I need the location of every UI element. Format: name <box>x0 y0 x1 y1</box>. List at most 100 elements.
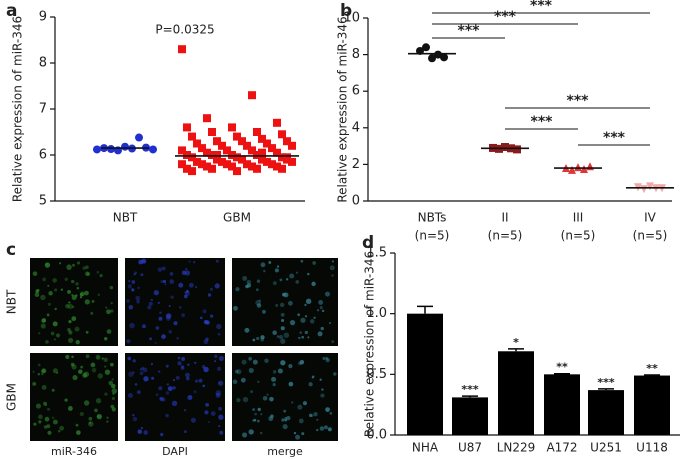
cell-signal <box>183 408 187 412</box>
error-bar <box>417 305 433 314</box>
cell-signal <box>37 363 41 367</box>
cell-signal <box>53 338 56 341</box>
cell-signal <box>155 326 160 330</box>
cell-signal <box>41 318 47 323</box>
significance: *** <box>597 376 615 389</box>
cell-signal <box>328 321 332 325</box>
cell-signal <box>79 296 83 299</box>
cell-signal <box>57 429 61 433</box>
data-point <box>253 128 261 136</box>
panel-letter: c <box>6 240 16 260</box>
y-tick-label: 0.0 <box>366 428 387 443</box>
cell-signal <box>218 356 224 361</box>
cell-signal <box>316 418 319 421</box>
cell-signal <box>193 390 197 394</box>
cell-signal <box>65 354 70 359</box>
cell-signal <box>76 261 81 265</box>
cell-signal <box>160 280 164 283</box>
cell-signal <box>97 415 100 418</box>
cell-signal <box>244 327 250 333</box>
cell-signal <box>80 291 85 297</box>
cell-signal <box>172 386 176 390</box>
cell-signal <box>64 398 68 402</box>
cell-signal <box>139 371 144 376</box>
data-point <box>568 165 576 174</box>
cell-signal <box>74 326 80 332</box>
cell-signal <box>166 383 169 386</box>
bar <box>544 374 580 435</box>
data-point <box>273 118 281 127</box>
cell-signal <box>260 262 266 268</box>
cell-signal <box>128 304 134 310</box>
cell-signal <box>217 380 224 386</box>
panel-letter: d <box>362 233 374 253</box>
cell-signal <box>155 393 159 397</box>
cell-signal <box>207 420 210 424</box>
cell-signal <box>171 400 178 407</box>
cell-signal <box>269 396 274 402</box>
cell-signal <box>293 431 297 435</box>
cell-signal <box>161 334 166 339</box>
y-axis-label: Relative expression of miR-346 <box>363 251 377 437</box>
cell-signal <box>106 416 109 420</box>
cell-signal <box>32 370 35 373</box>
cell-signal <box>240 377 246 383</box>
data-point <box>107 145 115 154</box>
cell-signal <box>40 323 46 329</box>
cell-signal <box>173 321 178 326</box>
cell-signal <box>319 378 322 381</box>
x-tick-label: U251 <box>590 441 622 455</box>
cell-signal <box>190 417 197 423</box>
cell-signal <box>331 260 335 263</box>
data-point <box>178 45 186 54</box>
cell-signal <box>321 388 324 391</box>
x-tick-label: NBTs <box>418 211 447 225</box>
cell-signal <box>66 264 72 270</box>
cell-signal <box>218 414 224 420</box>
cell-signal <box>202 309 207 314</box>
cell-signal <box>297 313 301 317</box>
cell-signal <box>320 393 325 398</box>
cell-signal <box>85 265 89 270</box>
cell-signal <box>170 295 174 299</box>
cell-signal <box>291 401 294 404</box>
data-point <box>188 167 196 176</box>
cell-signal <box>194 361 197 364</box>
cell-signal <box>148 301 153 306</box>
data-point <box>208 164 216 173</box>
data-point <box>188 132 196 141</box>
cell-signal <box>325 407 330 412</box>
cell-signal <box>52 368 58 374</box>
cell-signal <box>234 369 239 374</box>
cell-signal <box>52 278 57 283</box>
bar <box>498 351 534 435</box>
cell-signal <box>106 420 109 423</box>
data-point <box>135 133 143 142</box>
y-tick-label: 7 <box>39 102 47 117</box>
cell-signal <box>85 330 89 334</box>
cell-signal <box>180 366 185 371</box>
data-point <box>288 141 296 150</box>
cell-signal <box>147 305 152 310</box>
cell-signal <box>198 378 203 383</box>
cell-signal <box>187 363 190 367</box>
cell-signal <box>54 307 57 311</box>
cell-signal <box>68 319 72 324</box>
cell-signal <box>132 359 136 363</box>
cell-signal <box>275 303 279 307</box>
cell-signal <box>205 402 209 407</box>
cell-signal <box>165 313 172 319</box>
x-tick-label: III <box>573 211 584 225</box>
cell-signal <box>305 298 312 305</box>
data-point <box>580 164 588 173</box>
cell-signal <box>47 284 50 287</box>
cell-signal <box>295 280 300 284</box>
cell-signal <box>44 262 51 268</box>
cell-signal <box>159 396 164 401</box>
data-point <box>203 114 211 123</box>
cell-signal <box>218 425 221 428</box>
cell-signal <box>143 430 148 435</box>
x-tick-label: NBT <box>113 211 138 225</box>
cell-signal <box>317 309 320 312</box>
cell-signal <box>44 403 47 407</box>
